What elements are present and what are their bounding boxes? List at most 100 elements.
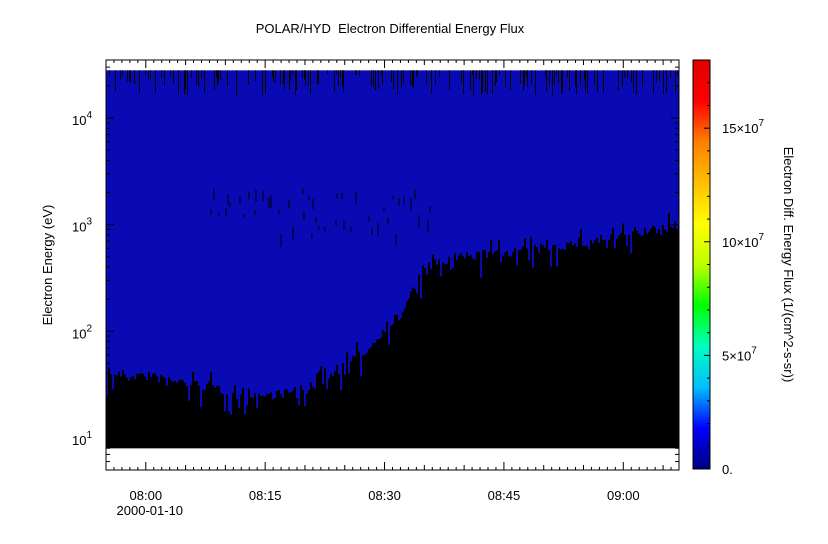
gap-streak xyxy=(355,191,357,205)
gap-streak xyxy=(575,70,576,87)
gap-streak xyxy=(549,70,550,87)
gap-streak xyxy=(288,199,290,209)
gap-streak xyxy=(335,220,337,226)
gap-streak xyxy=(227,194,229,206)
gap-streak xyxy=(292,226,294,240)
gap-streak xyxy=(392,195,394,200)
gap-streak xyxy=(397,70,398,95)
gap-streak xyxy=(556,70,557,76)
gap-streak xyxy=(218,70,219,83)
gap-streak xyxy=(310,70,311,95)
chart-title: POLAR/HYD Electron Differential Energy F… xyxy=(255,21,525,36)
gap-streak xyxy=(120,70,121,80)
gap-streak xyxy=(130,70,131,83)
gap-streak xyxy=(642,70,643,87)
gap-streak xyxy=(439,70,440,77)
gap-streak xyxy=(214,70,215,90)
gap-streak xyxy=(303,210,305,221)
gap-streak xyxy=(520,70,521,84)
y-tick-label: 102 xyxy=(72,323,92,341)
gap-streak xyxy=(401,70,402,88)
gap-streak xyxy=(531,70,532,83)
gap-streak xyxy=(382,70,383,85)
x-date-label: 2000-01-10 xyxy=(117,503,184,518)
gap-streak xyxy=(410,70,411,86)
gap-streak xyxy=(217,70,218,86)
colorbar-tick-label: 0. xyxy=(722,462,733,477)
y-tick-label: 104 xyxy=(72,110,92,128)
plot-axes: 08:00 08:15 08:30 08:45 09:00 2000-01-10 101 10… xyxy=(40,59,680,518)
gap-streak xyxy=(229,201,231,208)
gap-streak xyxy=(109,70,110,75)
gap-streak xyxy=(284,70,285,89)
gap-streak xyxy=(463,70,464,94)
gap-streak xyxy=(461,70,462,83)
gap-streak xyxy=(295,70,296,96)
gap-streak xyxy=(481,70,482,96)
gap-streak xyxy=(187,70,188,97)
gap-streak xyxy=(656,70,657,83)
heatmap-area xyxy=(106,70,679,449)
gap-streak xyxy=(355,70,356,75)
y-tick-label: 101 xyxy=(72,430,92,448)
colorbar-tick-label: 15×107 xyxy=(722,118,765,136)
gap-streak xyxy=(523,70,524,91)
gap-streak xyxy=(569,70,570,91)
gap-streak xyxy=(429,206,431,212)
gap-streak xyxy=(431,70,432,94)
gap-streak xyxy=(161,70,162,79)
gap-streak xyxy=(308,70,309,86)
gap-streak xyxy=(343,70,344,92)
gap-streak xyxy=(359,70,360,76)
colorbar-label: Electron Diff. Energy Flux (1/(cm^2-s-sr… xyxy=(781,147,796,383)
gap-streak xyxy=(318,226,320,230)
gap-streak xyxy=(373,70,374,88)
gap-streak xyxy=(185,70,186,90)
gap-streak xyxy=(150,70,151,81)
gap-streak xyxy=(255,70,256,81)
gap-streak xyxy=(492,70,493,94)
x-tick-label: 09:00 xyxy=(607,488,640,503)
gap-streak xyxy=(305,70,306,86)
gap-streak xyxy=(375,70,376,91)
gap-streak xyxy=(561,70,562,94)
gap-streak xyxy=(272,70,273,77)
gap-streak xyxy=(479,70,480,80)
gap-streak xyxy=(327,70,328,75)
gap-streak xyxy=(675,70,676,94)
gap-streak xyxy=(216,70,217,78)
gap-streak xyxy=(148,70,149,80)
gap-streak xyxy=(170,70,171,77)
gap-streak xyxy=(139,70,140,93)
gap-streak xyxy=(576,70,577,95)
gap-streak xyxy=(677,70,678,76)
gap-streak xyxy=(435,70,436,85)
gap-streak xyxy=(173,70,174,84)
gap-streak xyxy=(115,70,116,91)
gap-streak xyxy=(324,226,326,232)
gap-streak xyxy=(636,70,637,95)
y-axis-label: Electron Energy (eV) xyxy=(40,205,55,326)
gap-streak xyxy=(227,70,228,87)
gap-streak xyxy=(495,70,496,86)
gap-streak xyxy=(334,70,335,92)
gap-streak xyxy=(336,193,338,199)
gap-streak xyxy=(155,70,156,93)
gap-streak xyxy=(280,234,282,248)
gap-streak xyxy=(546,70,547,91)
gap-streak xyxy=(666,70,667,93)
gap-streak xyxy=(472,70,473,75)
gap-streak xyxy=(485,70,486,93)
gap-streak xyxy=(350,226,352,232)
gap-streak xyxy=(496,70,497,83)
gap-streak xyxy=(262,70,263,96)
gap-streak xyxy=(278,209,280,214)
gap-streak xyxy=(487,70,488,95)
gap-streak xyxy=(585,70,586,92)
gap-streak xyxy=(622,70,623,87)
gap-streak xyxy=(587,70,588,94)
gap-streak xyxy=(312,198,314,209)
gap-streak xyxy=(296,70,297,91)
gap-streak xyxy=(248,191,250,200)
gap-streak xyxy=(280,70,281,85)
